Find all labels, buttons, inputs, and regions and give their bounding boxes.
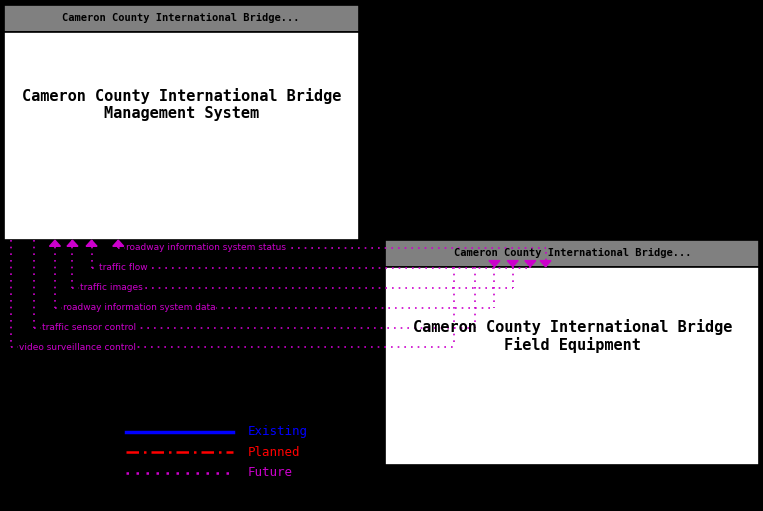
Polygon shape <box>86 240 97 246</box>
Bar <box>4 32 359 240</box>
Polygon shape <box>50 240 60 246</box>
Text: Future: Future <box>248 466 293 479</box>
Bar <box>385 267 759 465</box>
Text: roadway information system status: roadway information system status <box>126 243 286 252</box>
Text: Cameron County International Bridge...: Cameron County International Bridge... <box>63 13 300 24</box>
Text: Cameron County International Bridge
Field Equipment: Cameron County International Bridge Fiel… <box>413 319 732 354</box>
Polygon shape <box>507 261 518 267</box>
Text: Cameron County International Bridge...: Cameron County International Bridge... <box>453 248 691 259</box>
Bar <box>4 5 359 32</box>
Polygon shape <box>67 240 78 246</box>
Polygon shape <box>540 261 551 267</box>
Text: traffic images: traffic images <box>80 283 143 292</box>
Text: roadway information system data: roadway information system data <box>63 303 215 312</box>
Text: traffic sensor control: traffic sensor control <box>42 323 136 332</box>
Polygon shape <box>525 261 536 267</box>
Text: Cameron County International Bridge
Management System: Cameron County International Bridge Mana… <box>21 88 341 121</box>
Polygon shape <box>113 240 124 246</box>
Polygon shape <box>489 261 500 267</box>
Bar <box>385 240 759 267</box>
Text: Planned: Planned <box>248 446 301 459</box>
Text: Existing: Existing <box>248 425 308 438</box>
Text: traffic flow: traffic flow <box>99 263 148 272</box>
Text: video surveillance control: video surveillance control <box>19 343 136 352</box>
